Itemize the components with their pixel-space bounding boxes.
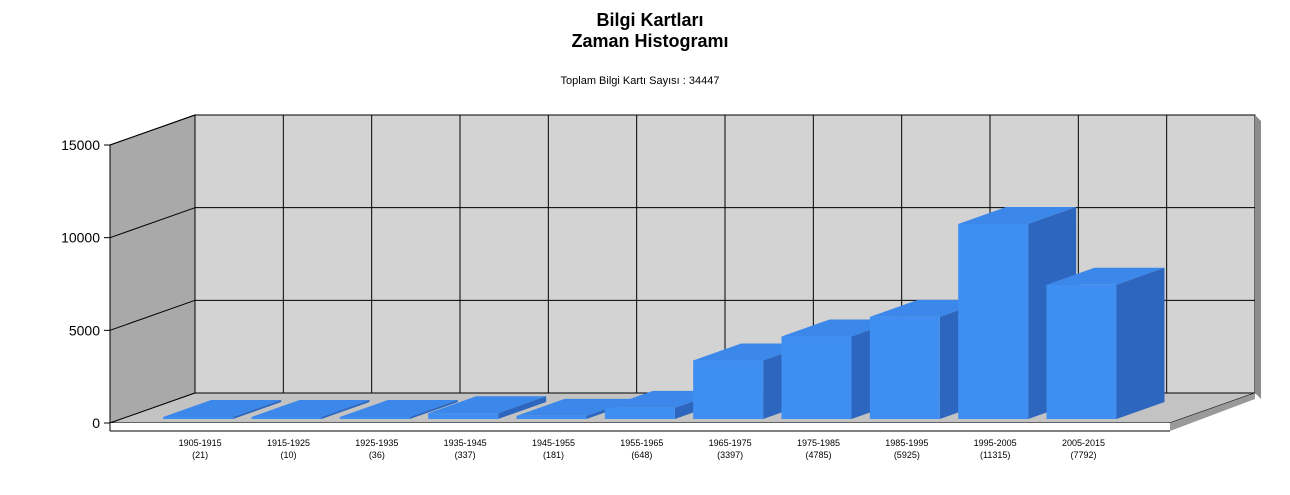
bar: [339, 417, 410, 419]
bar-top: [1046, 267, 1165, 285]
x-tick-label: 1915-1925: [267, 438, 310, 448]
x-tick-label: 1975-1985: [797, 438, 840, 448]
x-tick-label: 1985-1995: [885, 438, 928, 448]
bar: [869, 316, 940, 419]
back-wall-shadow: [1255, 115, 1261, 399]
x-tick-label: 1965-1975: [709, 438, 752, 448]
bar-top: [958, 206, 1077, 224]
x-tick-count-label: (5925): [894, 450, 920, 460]
gridline-left: [109, 299, 196, 331]
x-tick-label: 1925-1935: [355, 438, 398, 448]
chart-title-line1: Bilgi Kartları: [596, 10, 704, 30]
chart-subtitle: Toplam Bilgi Kartı Sayısı : 34447: [560, 75, 720, 87]
gridline-left: [109, 207, 196, 239]
bar: [958, 223, 1029, 419]
chart-title-line2: Zaman Histogramı: [571, 31, 729, 51]
x-tick-count-label: (21): [192, 450, 208, 460]
x-tick-label: 1955-1965: [620, 438, 663, 448]
bar: [781, 336, 852, 419]
x-tick-count-label: (648): [631, 450, 652, 460]
bar: [428, 413, 499, 419]
bar-top: [339, 400, 458, 417]
bar: [604, 407, 675, 419]
x-tick-label: 1945-1955: [532, 438, 575, 448]
y-tick-label: 10000: [61, 230, 100, 246]
x-tick-count-label: (36): [369, 450, 385, 460]
floor-front-edge: [110, 423, 1170, 431]
x-tick-count-label: (3397): [717, 450, 743, 460]
y-tick-label: 0: [92, 415, 100, 431]
x-tick-count-label: (4785): [805, 450, 831, 460]
bar: [516, 415, 587, 419]
bar: [693, 360, 764, 419]
bar-side: [498, 396, 547, 419]
bar-side: [233, 400, 282, 419]
bar-side: [409, 400, 458, 419]
bar: [1046, 284, 1117, 419]
bar-side: [1116, 267, 1165, 419]
gridline-left: [109, 114, 196, 146]
x-tick-label: 1935-1945: [444, 438, 487, 448]
bar-top: [428, 396, 547, 414]
y-tick-label: 15000: [61, 137, 100, 153]
bar: [163, 417, 234, 419]
left-wall: [109, 114, 196, 424]
x-tick-count-label: (7792): [1070, 450, 1096, 460]
bar-top: [163, 400, 282, 417]
x-tick-count-label: (11315): [980, 450, 1010, 460]
x-tick-count-label: (181): [543, 450, 564, 460]
x-tick-label: 2005-2015: [1062, 438, 1105, 448]
x-tick-count-label: (337): [455, 450, 476, 460]
x-tick-count-label: (10): [280, 450, 296, 460]
y-tick-label: 5000: [69, 322, 100, 338]
bar: [251, 417, 322, 419]
bar-side: [321, 400, 370, 419]
floor-right-edge: [1170, 393, 1255, 431]
bar-top: [516, 398, 635, 416]
x-tick-label: 1905-1915: [179, 438, 222, 448]
bar-top: [251, 400, 370, 417]
x-tick-label: 1995-2005: [974, 438, 1017, 448]
